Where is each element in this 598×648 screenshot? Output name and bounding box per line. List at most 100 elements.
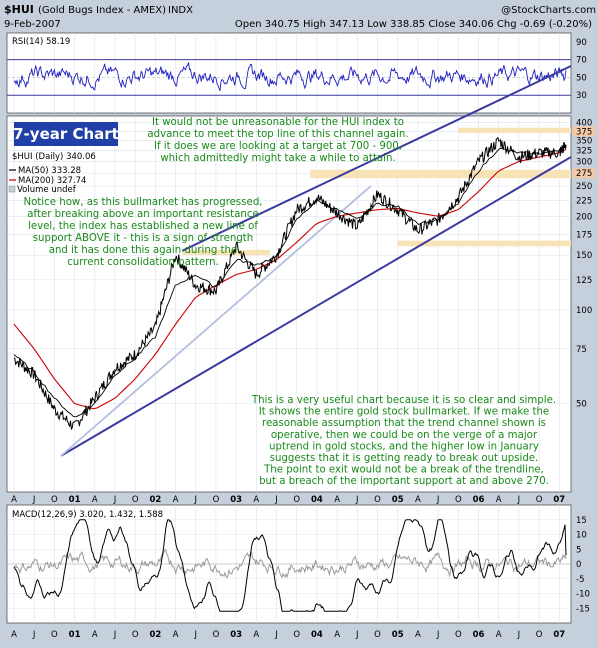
ma200-line [13, 148, 567, 410]
x-tick-label: J [436, 495, 440, 505]
tick-highlight [573, 168, 595, 179]
x-tick-label: J [436, 630, 440, 640]
x-tick-label: A [11, 630, 17, 640]
x-tick-label: A [496, 630, 502, 640]
x-axis-bottom: A J O 01 A J O 02 A J O 03 A J O 04 A J O 05 A J O 06 A J O 07 [11, 630, 565, 640]
macd-grid [7, 505, 571, 623]
legend-volume-swatch [8, 185, 16, 193]
support-annotation: Notice how, as this bullmarket has progr… [23, 197, 262, 268]
x-tick-label: O [213, 630, 220, 640]
rsi-tick-label: 30 [576, 91, 587, 101]
x-tick-label: O [213, 495, 220, 505]
x-tick-label: 05 [392, 495, 404, 505]
summary-annotation: This is a very useful chart because it i… [251, 395, 556, 487]
index-name: (Gold Bugs Index - AMEX) [38, 5, 166, 16]
rsi-label: RSI(14) 58.19 [12, 37, 70, 47]
exchange: INDX [168, 5, 193, 16]
x-tick-label: J [193, 630, 197, 640]
x-axis: A J O 01 A J O 02 A J O 03 A J O 04 A J O 05 A J O 06 A J O 07 [11, 495, 565, 505]
annotation-line: suggests that it is getting ready to bre… [270, 453, 539, 464]
x-tick-label: A [253, 630, 259, 640]
price-tick-label: 300 [576, 157, 592, 167]
annotation-line: and it has done this again during the [49, 245, 238, 256]
x-tick-label: A [496, 495, 502, 505]
annotation-line: level, the index has established a new l… [28, 221, 258, 232]
x-tick-label: O [536, 630, 543, 640]
ohlc: Open 340.75 High 347.13 Low 338.85 Close… [235, 19, 592, 30]
annotation-line: after breaking above an important resist… [27, 209, 258, 220]
price-tick-label: 150 [576, 251, 592, 261]
x-tick-label: O [132, 495, 139, 505]
title-box [14, 122, 118, 146]
annotation-line: current consolidation pattern. [67, 257, 219, 268]
price-tick-label: 50 [576, 400, 587, 410]
rsi-tick-label: 70 [576, 56, 587, 66]
macd-tick-label: 5 [576, 545, 581, 555]
x-tick-label: A [92, 630, 98, 640]
x-tick-label: J [517, 630, 521, 640]
x-tick-label: A [253, 495, 259, 505]
macd-histogram [13, 549, 567, 579]
light-trend-line [60, 185, 372, 457]
x-tick-label: 03 [230, 495, 242, 505]
price-legend: $HUI (Daily) 340.06 MA(50) 333.28 MA(200… [8, 152, 96, 195]
x-tick-label: 03 [230, 630, 242, 640]
x-tick-label: J [355, 495, 359, 505]
x-tick-label: J [274, 630, 278, 640]
x-tick-label: J [355, 630, 359, 640]
x-tick-label: 06 [473, 630, 485, 640]
x-tick-label: 07 [553, 630, 565, 640]
macd-tick-label: 10 [576, 531, 587, 541]
x-tick-label: O [455, 495, 462, 505]
price-tick-label: 325 [576, 147, 592, 157]
legend-ma200: MA(200) 327.74 [18, 176, 86, 186]
x-tick-label: O [536, 495, 543, 505]
annotation-line: support ABOVE it - this is a sign of str… [33, 233, 254, 244]
price-tick-label: 200 [576, 212, 592, 222]
channel-lower-line [60, 156, 572, 457]
macd-axis: 15 10 5 0 -5 -10 -15 [576, 516, 590, 615]
channel-upper-line [181, 65, 572, 252]
annotation-line: but a breach of the important support at… [259, 476, 549, 487]
x-tick-label: 01 [69, 630, 81, 640]
macd-line [13, 519, 567, 612]
x-tick-label: 02 [149, 630, 161, 640]
price-tick-label: 275 [576, 169, 592, 179]
x-tick-label: J [274, 495, 278, 505]
support-band [182, 249, 270, 256]
x-tick-label: A [334, 630, 340, 640]
macd-tick-label: -10 [576, 590, 590, 600]
price-tick-label: 75 [576, 345, 587, 355]
x-tick-label: O [455, 630, 462, 640]
x-tick-label: O [132, 630, 139, 640]
price-tick-label: 400 [576, 119, 592, 129]
rsi-line [13, 62, 567, 91]
x-tick-label: 05 [392, 630, 404, 640]
price-line [13, 136, 567, 431]
symbol: $HUI [4, 3, 34, 16]
macd-tick-label: 15 [576, 516, 587, 526]
x-tick-label: O [293, 495, 300, 505]
macd-tick-label: -15 [576, 604, 590, 614]
x-tick-label: A [334, 495, 340, 505]
annotation-line: The point to exit would not be a break o… [263, 465, 544, 476]
support-band [310, 169, 571, 179]
x-tick-label: O [293, 630, 300, 640]
rsi-panel [6, 32, 572, 114]
price-panel [6, 115, 572, 493]
x-tick-label: O [51, 495, 58, 505]
legend-ma50: MA(50) 333.28 [18, 166, 81, 176]
annotation-line: It would not be unreasonable for the HUI… [152, 117, 404, 128]
title-box-text: 7-year Chart [13, 125, 119, 143]
legend-price: $HUI (Daily) 340.06 [12, 152, 96, 162]
x-tick-label: O [51, 630, 58, 640]
ma50-line [13, 146, 567, 418]
x-tick-label: O [374, 630, 381, 640]
annotation-line: advance to meet the top line of this cha… [147, 129, 408, 140]
rsi-axis: 30 50 70 90 [576, 38, 587, 101]
x-tick-label: J [32, 630, 36, 640]
x-tick-label: J [113, 630, 117, 640]
annotation-line: This is a very useful chart because it i… [251, 395, 556, 406]
price-tick-label: 375 [576, 127, 592, 137]
